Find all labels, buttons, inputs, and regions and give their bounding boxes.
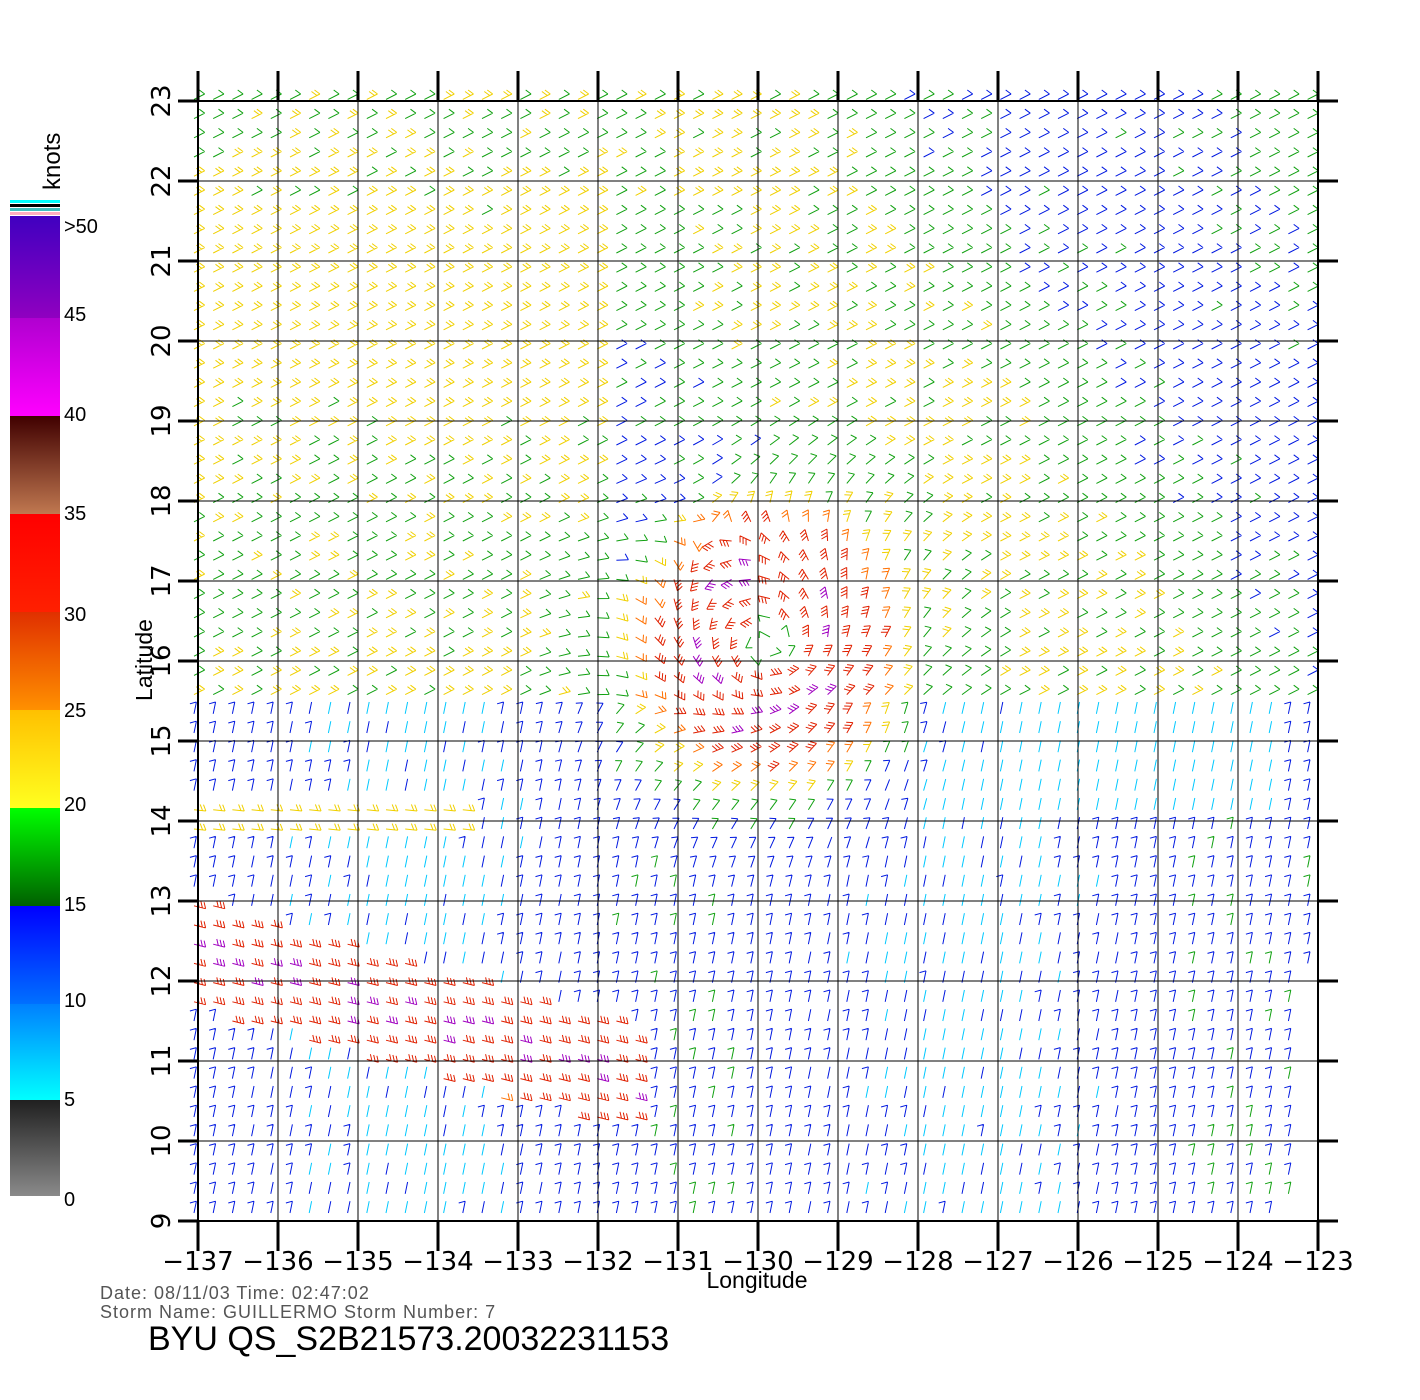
longitude-tick-label: −137 (162, 1247, 233, 1277)
latitude-tick-label: 10 (147, 1124, 177, 1157)
latitude-tick-label: 16 (147, 644, 177, 677)
colorbar-label: 20 (64, 794, 86, 816)
colorbar-unit-label: knots (39, 133, 66, 190)
longitude-tick-labels: −137 −136 −135 −134 −133 −132 −131 −130 −129 −128… (162, 1247, 1353, 1277)
y-axis-label: Latitude (131, 619, 157, 701)
wind-barb-group (289, 701, 1273, 1214)
colorbar-label: 45 (64, 304, 86, 326)
latitude-tick-label: 19 (147, 404, 177, 437)
longitude-tick-label: −136 (242, 1247, 313, 1277)
colorbar-label: 10 (64, 990, 86, 1012)
longitude-tick-label: −132 (562, 1247, 633, 1277)
wind-barb-group (193, 510, 892, 1121)
longitude-tick-label: −134 (402, 1247, 473, 1277)
latitude-tick-label: 21 (147, 244, 177, 277)
colorbar-label: 30 (64, 604, 86, 626)
longitude-tick-label: −130 (722, 1247, 793, 1277)
latitude-tick-label: 11 (147, 1044, 177, 1077)
longitude-tick-label: −125 (1122, 1247, 1193, 1277)
latitude-tick-label: 22 (147, 164, 177, 197)
wind-vector-field (189, 89, 1319, 1214)
longitude-tick-label: −129 (802, 1247, 873, 1277)
lat-lon-grid (178, 71, 1338, 1251)
longitude-tick-label: −124 (1202, 1247, 1273, 1277)
latitude-tick-label: 18 (147, 484, 177, 517)
colorbar-label: 35 (64, 503, 86, 525)
longitude-tick-label: −126 (1042, 1247, 1113, 1277)
longitude-tick-label: −133 (482, 1247, 553, 1277)
colorbar-labels: >50 45 40 35 30 25 20 15 10 5 0 (64, 216, 98, 1211)
longitude-tick-label: −128 (882, 1247, 953, 1277)
colorbar-label: 0 (64, 1189, 75, 1211)
wind-barb-group (193, 89, 1223, 831)
latitude-tick-label: 23 (147, 84, 177, 117)
latitude-tick-labels: 9 10 11 12 13 14 15 16 17 18 19 20 21 22 23 (147, 84, 177, 1229)
colorbar-label: 25 (64, 700, 86, 722)
x-axis-label: Longitude (706, 1267, 807, 1293)
longitude-tick-label: −127 (962, 1247, 1033, 1277)
colorbar (10, 200, 60, 1196)
date-time-info: Date: 08/11/03 Time: 02:47:02 (100, 1283, 370, 1303)
latitude-tick-label: 17 (147, 564, 177, 597)
longitude-tick-label: −131 (642, 1247, 713, 1277)
product-title: BYU QS_S2B21573.20032231153 (148, 1320, 669, 1358)
latitude-tick-label: 9 (147, 1213, 177, 1230)
latitude-tick-label: 12 (147, 964, 177, 997)
longitude-tick-label: −135 (322, 1247, 393, 1277)
latitude-tick-label: 13 (147, 884, 177, 917)
storm-info: Storm Name: GUILLERMO Storm Number: 7 (100, 1302, 496, 1322)
latitude-tick-label: 20 (147, 324, 177, 357)
wind-barb-group (193, 558, 837, 1102)
wind-barb-group (193, 89, 1319, 1214)
latitude-tick-label: 15 (147, 724, 177, 757)
colorbar-label: >50 (64, 216, 98, 238)
longitude-tick-label: −123 (1282, 1247, 1353, 1277)
latitude-tick-label: 14 (147, 804, 177, 837)
colorbar-label: 40 (64, 404, 86, 426)
wind-barb-group (189, 89, 1319, 1214)
colorbar-label: 5 (64, 1089, 75, 1111)
colorbar-label: 15 (64, 894, 86, 916)
wind-barb-group (501, 509, 894, 1102)
